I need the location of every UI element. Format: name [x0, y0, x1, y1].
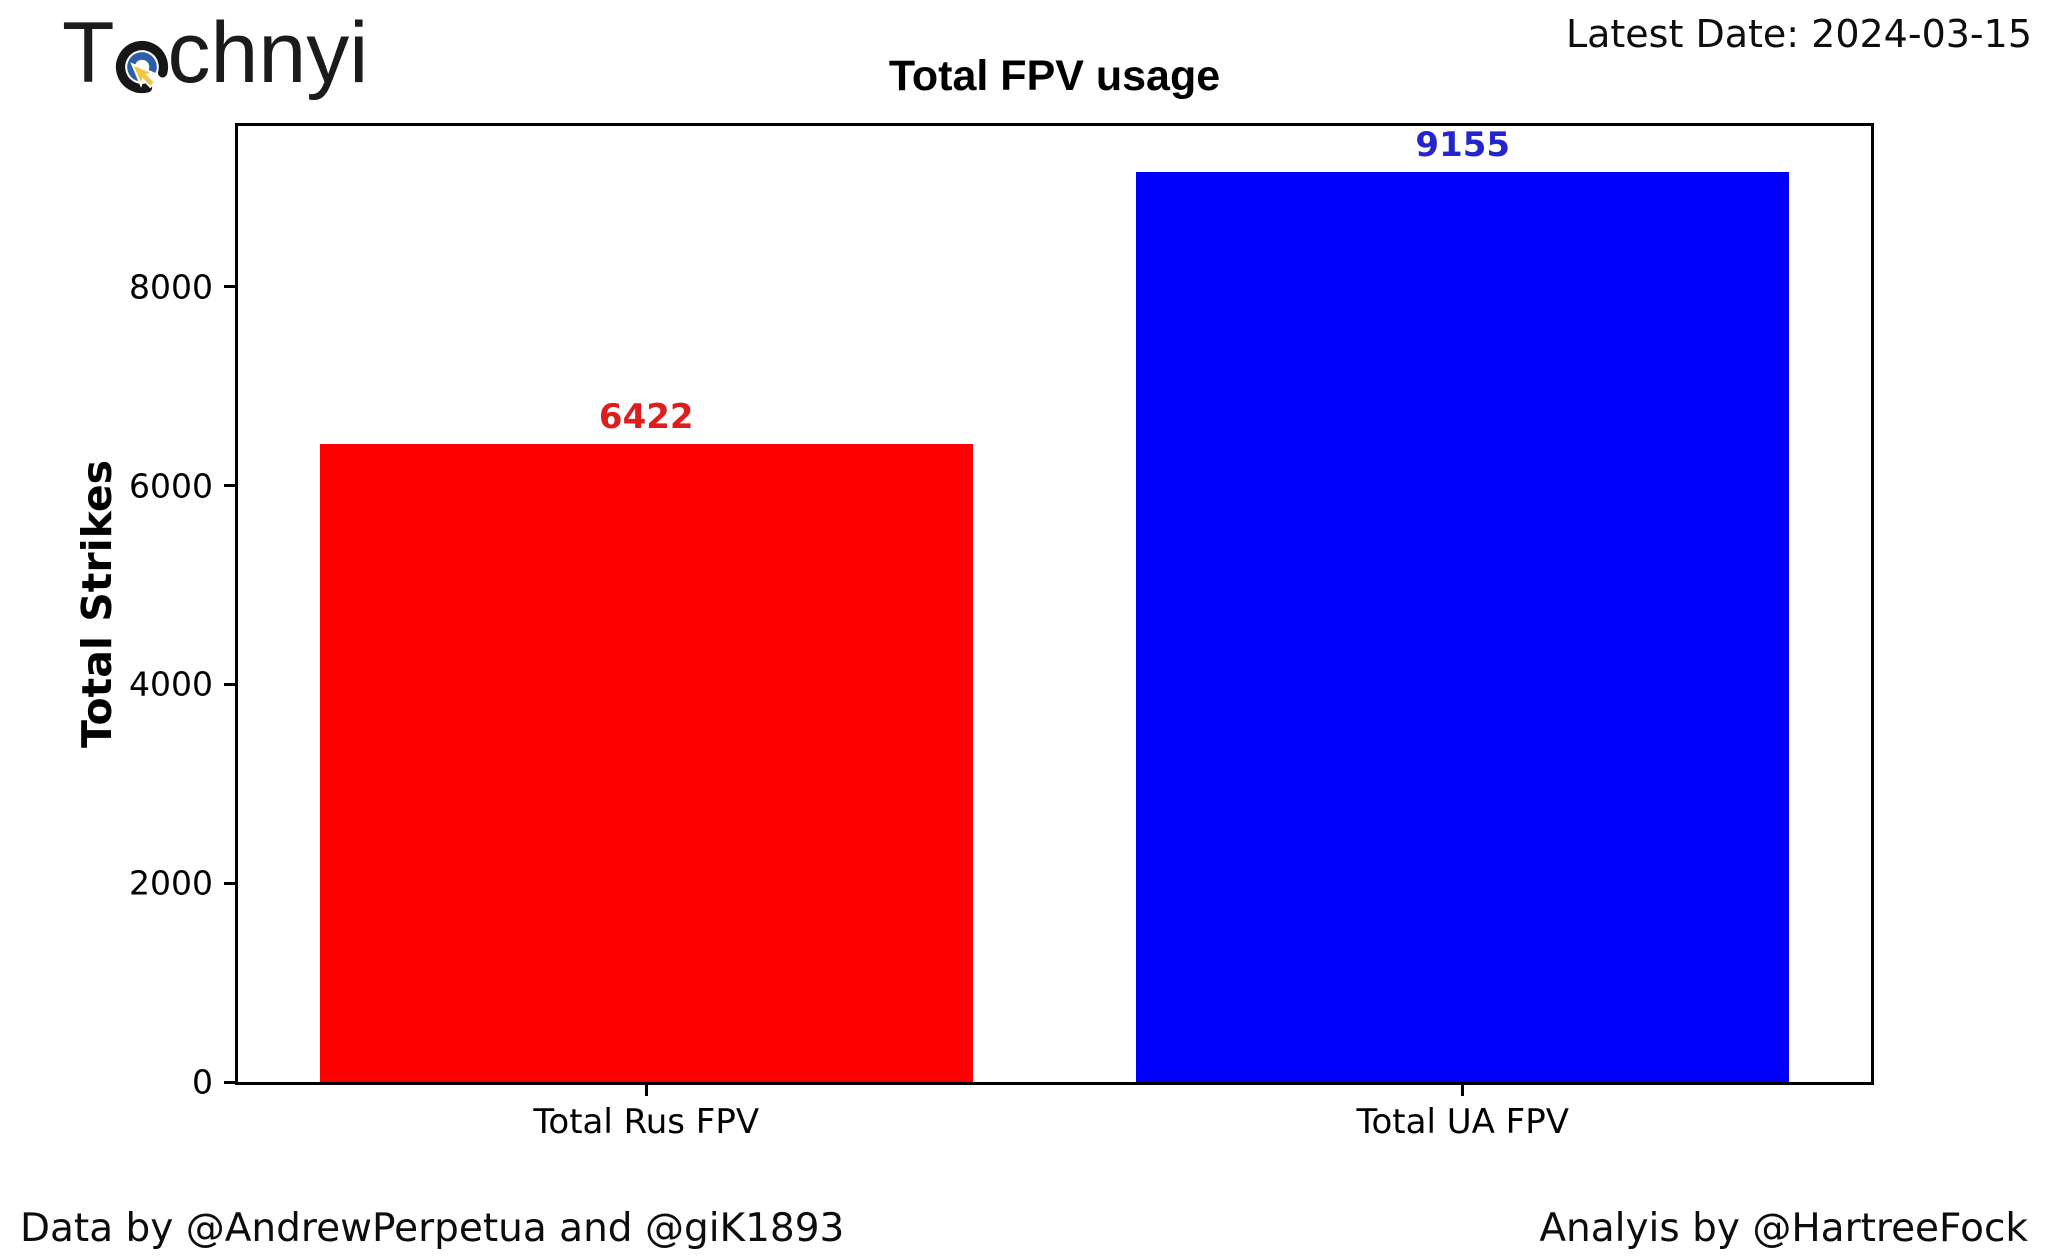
- logo: T chnyi: [62, 10, 368, 110]
- plot-area: 0 2000 4000 6000 8000 6422 Total Rus FPV 9155 To…: [129, 123, 1874, 1142]
- y-tick-mark: [224, 484, 235, 488]
- y-tick-mark: [224, 881, 235, 885]
- analysis-credit: Analyis by @HartreeFock: [1539, 1206, 2028, 1251]
- y-tick-label: 2000: [129, 863, 213, 903]
- logo-text-suffix: chnyi: [167, 5, 369, 101]
- x-tick-mark: [1461, 1085, 1465, 1096]
- y-tick-mark: [224, 682, 235, 686]
- bar-value-label: 6422: [598, 396, 694, 437]
- logo-click-target-icon: [115, 40, 168, 94]
- latest-date-label: Latest Date: 2024-03-15: [1565, 12, 2032, 56]
- bar-value-label: 9155: [1415, 125, 1511, 166]
- y-tick-mark: [224, 1080, 235, 1084]
- y-tick-label: 6000: [129, 466, 213, 506]
- x-category-label: Total Rus FPV: [533, 1102, 760, 1142]
- y-tick-mark: [224, 285, 235, 289]
- y-tick-label: 4000: [129, 664, 213, 704]
- plot-inner: 0 2000 4000 6000 8000 6422 Total Rus FPV 9155 To…: [129, 125, 1871, 1142]
- chart-title: Total FPV usage: [888, 52, 1221, 100]
- x-category-label: Total UA FPV: [1356, 1102, 1569, 1142]
- x-tick-mark: [644, 1085, 648, 1096]
- bar-total-ua-fpv: [1136, 172, 1790, 1082]
- logo-text-prefix: T: [62, 5, 115, 101]
- bar-total-rus-fpv: [319, 443, 973, 1082]
- y-axis-label: Total Strikes: [73, 459, 121, 749]
- cursor-arrow-icon: [129, 62, 156, 89]
- y-tick-label: 8000: [129, 267, 213, 307]
- y-tick-label: 0: [192, 1062, 213, 1102]
- data-credit: Data by @AndrewPerpetua and @giK1893: [20, 1206, 845, 1251]
